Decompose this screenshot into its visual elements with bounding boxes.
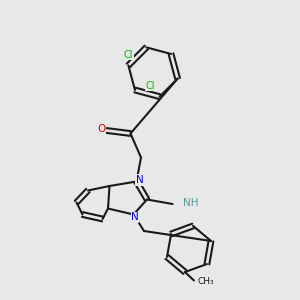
Text: N: N (136, 175, 143, 185)
Text: Cl: Cl (124, 50, 133, 60)
Text: NH: NH (183, 197, 199, 208)
Text: Cl: Cl (145, 80, 155, 91)
Text: O: O (97, 124, 105, 134)
Text: N: N (131, 212, 139, 223)
Text: CH₃: CH₃ (197, 278, 214, 286)
